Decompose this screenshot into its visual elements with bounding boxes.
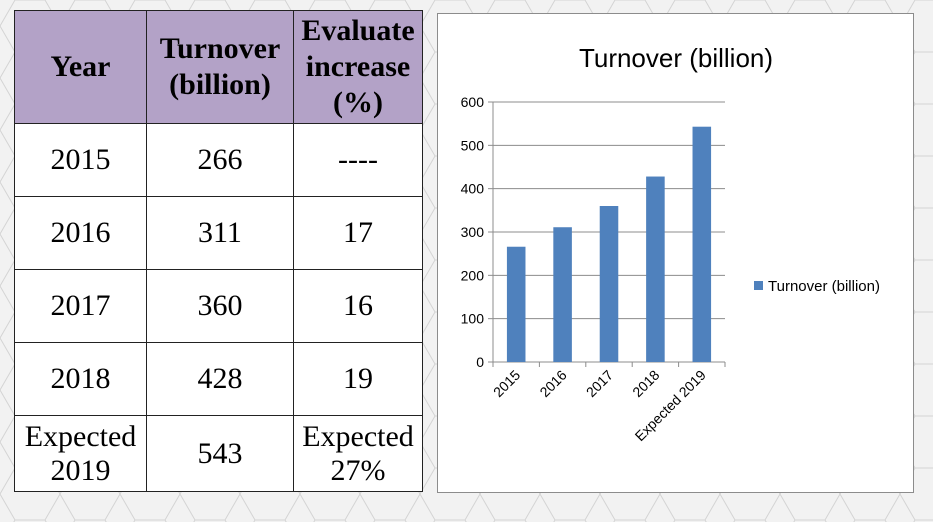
x-tick-label: 2016 (536, 367, 569, 400)
bars (506, 126, 712, 362)
bar (553, 227, 572, 362)
cell-increase: 16 (293, 269, 423, 343)
cell-year: Expected 2019 (14, 415, 147, 492)
x-tick-label: 2015 (490, 367, 523, 400)
bar-chart: Turnover (billion) 0 100 200 300 400 500 600 2… (461, 43, 880, 445)
bar (692, 126, 712, 362)
cell-increase: ---- (293, 123, 423, 197)
y-tick-label: 200 (461, 267, 485, 283)
legend-label: Turnover (billion) (768, 278, 880, 295)
legend: Turnover (billion) (754, 278, 880, 295)
y-tick-label: 600 (461, 94, 485, 110)
table-row: Expected 2019 543 Expected 27% (14, 415, 423, 492)
bar (646, 176, 665, 362)
header-evaluate-increase: Evaluate increase (%) (293, 10, 423, 124)
cell-year: 2015 (14, 123, 147, 197)
x-tick-label: 2017 (583, 367, 616, 400)
chart-title: Turnover (billion) (579, 43, 773, 73)
table-row: 2016 311 17 (14, 196, 423, 270)
x-tick-label: 2018 (629, 367, 662, 400)
y-tick-label: 500 (461, 137, 485, 153)
cell-year: 2018 (14, 342, 147, 416)
y-tick-label: 300 (461, 224, 485, 240)
cell-turnover: 543 (146, 415, 294, 492)
header-year: Year (14, 10, 147, 124)
y-tick-label: 400 (461, 181, 485, 197)
cell-increase: 17 (293, 196, 423, 270)
cell-increase: Expected 27% (293, 415, 423, 492)
table-row: 2017 360 16 (14, 269, 423, 343)
legend-swatch (754, 281, 763, 290)
table-row: 2018 428 19 (14, 342, 423, 416)
table-header-row: Year Turnover (billion) Evaluate increas… (14, 10, 423, 124)
turnover-table: Year Turnover (billion) Evaluate increas… (14, 10, 423, 492)
header-turnover: Turnover (billion) (146, 10, 294, 124)
cell-turnover: 311 (146, 196, 294, 270)
cell-turnover: 360 (146, 269, 294, 343)
bar (506, 246, 526, 362)
cell-increase: 19 (293, 342, 423, 416)
y-tick-label: 100 (461, 311, 485, 327)
y-axis-tick-labels: 0 100 200 300 400 500 600 (461, 94, 485, 370)
bar (599, 206, 619, 362)
cell-year: 2017 (14, 269, 147, 343)
cell-turnover: 428 (146, 342, 294, 416)
chart-panel: Turnover (billion) 0 100 200 300 400 500 600 2… (437, 13, 914, 493)
cell-year: 2016 (14, 196, 147, 270)
table-row: 2015 266 ---- (14, 123, 423, 197)
y-tick-label: 0 (476, 354, 484, 370)
cell-turnover: 266 (146, 123, 294, 197)
